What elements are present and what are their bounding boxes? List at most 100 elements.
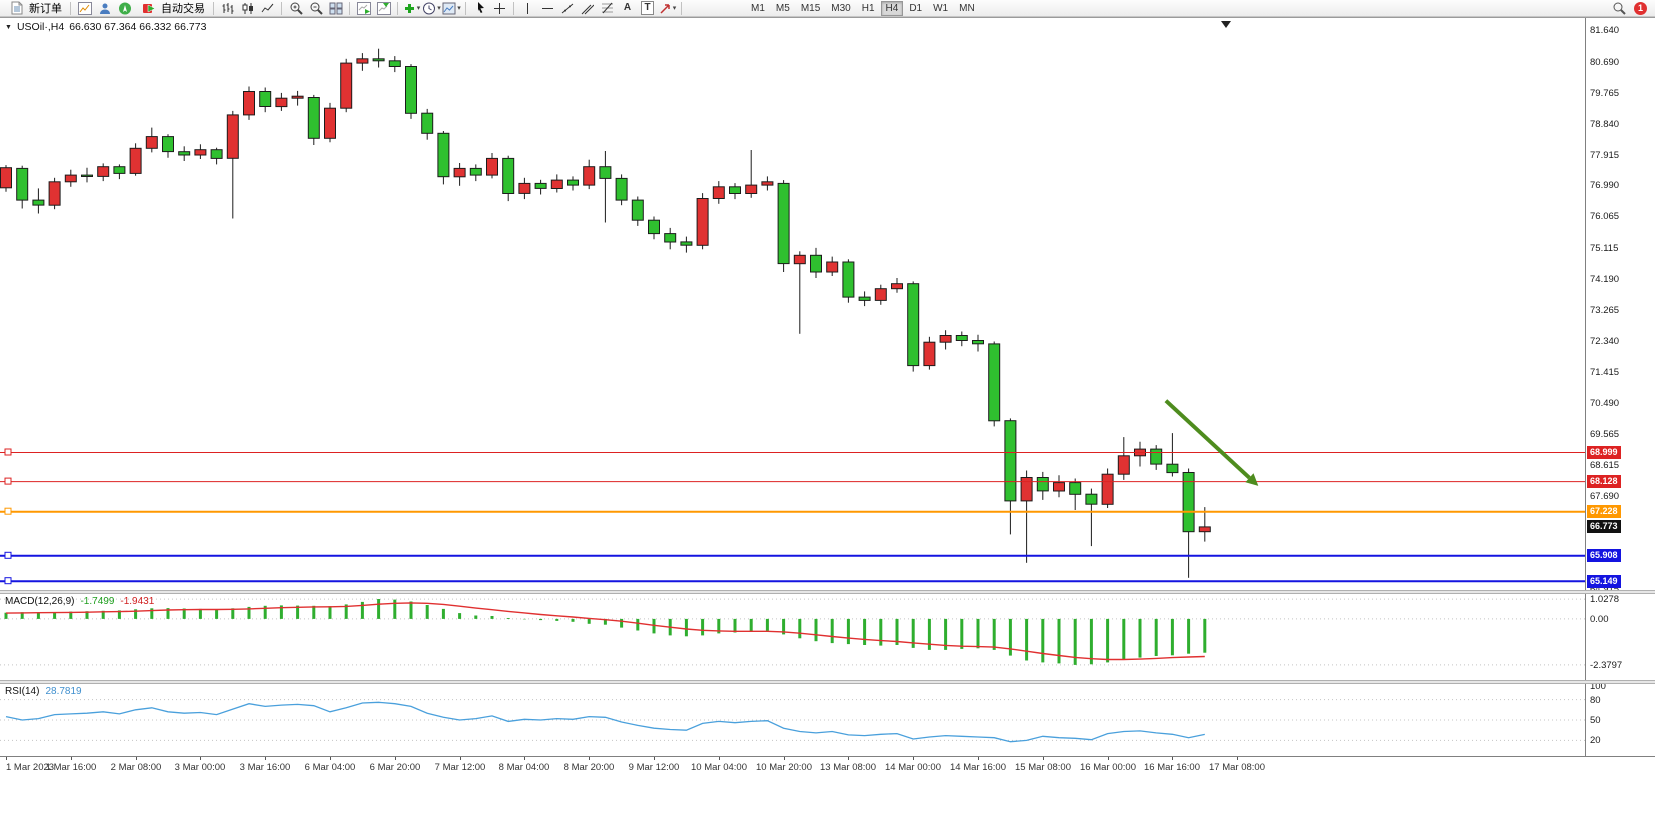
rsi-label-row: RSI(14) 28.7819 [5,686,82,697]
candle [16,167,29,201]
timeframe-m30-button[interactable]: M30 [826,1,855,16]
candle [988,343,1001,422]
timeframe-mn-button[interactable]: MN [954,1,980,16]
price-chart-canvas[interactable] [0,18,1585,590]
price-chart-pane[interactable]: ▼ USOil·,H4 66.630 67.364 66.332 66.773 [0,18,1585,590]
candle [162,136,174,153]
macd-pane[interactable]: MACD(12,26,9) -1.7499 -1.9431 [0,594,1585,680]
candle [858,296,871,301]
price-tick-label: 69.565 [1590,429,1620,440]
rsi-pane[interactable]: RSI(14) 28.7819 [0,684,1585,756]
rsi-svg [0,699,1585,743]
timeframe-m15-button[interactable]: M15 [796,1,825,16]
cursor-icon[interactable] [470,0,489,16]
auto-trading-button[interactable]: 自动交易 [135,0,209,16]
line-handle[interactable] [4,477,12,485]
macd-scale-label: 0.00 [1590,614,1609,625]
auto-scroll-icon[interactable] [354,0,373,16]
toolbar-right-group: 1 [1609,0,1652,16]
timeframe-d1-button[interactable]: D1 [904,1,927,16]
time-tick [136,757,137,760]
search-icon[interactable] [1609,0,1628,16]
price-tick-label: 72.340 [1590,336,1620,347]
timeframe-m1-button[interactable]: M1 [746,1,770,16]
macd-canvas[interactable] [0,594,1585,680]
new-order-icon [7,0,26,16]
candle [129,147,142,174]
tile-windows-icon[interactable] [326,0,345,16]
candle [1117,455,1130,475]
indicators-add-icon[interactable]: ▾ [402,0,421,16]
new-chart-icon[interactable] [75,0,94,16]
price-axis[interactable]: 81.640 80.690 79.765 78.840 77.915 76.990 76.0… [1585,18,1655,756]
time-tick [330,757,331,760]
candlesticks [0,48,1211,578]
line-handle[interactable] [4,551,12,559]
rsi-scale-label: 80 [1590,695,1601,706]
time-label: 6 Mar 20:00 [369,762,421,773]
text-icon[interactable]: A [623,2,632,13]
candle [405,66,417,114]
toolbar-separator [681,1,682,15]
trendline-icon[interactable] [558,0,577,16]
templates-icon[interactable]: ▾ [442,0,461,16]
toolbar: 新订单 自动交易 ▾ ▾ [0,0,1655,17]
horizontal-line-icon[interactable] [538,0,557,16]
candle [1166,463,1179,474]
chart-shift-icon[interactable] [374,0,393,16]
zoom-out-icon[interactable] [306,0,325,16]
new-order-button[interactable]: 新订单 [3,0,66,16]
time-tick [395,757,396,760]
trend-arrow-annotation[interactable] [1164,399,1259,486]
chevron-down-icon: ▾ [457,5,461,12]
pane-splitter[interactable] [0,590,1655,594]
line-handle[interactable] [4,448,12,456]
candle [97,166,110,177]
arrows-icon[interactable]: ▾ [658,0,677,16]
notification-badge[interactable]: 1 [1634,1,1647,15]
rsi-canvas[interactable] [0,684,1585,756]
timeframe-w1-button[interactable]: W1 [928,1,953,16]
vertical-line-icon[interactable] [518,0,537,16]
navigator-icon[interactable] [115,0,134,16]
candle [1053,482,1065,492]
candle [502,157,515,194]
timeframe-m5-button[interactable]: M5 [771,1,795,16]
candle [113,166,126,174]
toolbar-separator [281,1,282,15]
price-tick-label: 71.415 [1590,367,1620,378]
line-handle[interactable] [4,507,12,515]
rsi-scale-label: 50 [1590,715,1601,726]
candle [793,254,806,265]
price-tick-label: 80.690 [1590,57,1620,68]
chart-shift-marker[interactable] [1221,21,1231,28]
candlestick-chart-icon[interactable] [238,0,257,16]
time-label: 14 Mar 16:00 [950,762,1006,773]
bar-chart-icon[interactable] [218,0,237,16]
timeframe-h4-button[interactable]: H4 [880,0,904,16]
timeframe-toolbar: M1 M5 M15 M30 H1 H4 D1 W1 MN [746,0,980,16]
time-tick [719,757,720,760]
time-axis[interactable]: 1 Mar 2023 1 Mar 16:00 2 Mar 08:00 3 Mar 00… [0,756,1655,777]
line-chart-icon[interactable] [258,0,277,16]
channel-icon[interactable] [578,0,597,16]
zoom-in-icon[interactable] [286,0,305,16]
time-label: 3 Mar 00:00 [174,762,226,773]
market-watch-icon[interactable] [95,0,114,16]
timeframe-h1-button[interactable]: H1 [857,1,880,16]
text-label-icon[interactable]: T [638,0,657,16]
price-tag-65.149: 65.149 [1587,575,1621,588]
crosshair-icon[interactable] [490,0,509,16]
price-chart-svg [0,21,1585,585]
periods-icon[interactable]: ▾ [422,0,441,16]
pane-splitter[interactable] [0,680,1655,684]
candle [907,283,920,367]
fibonacci-icon[interactable] [598,0,617,16]
price-tick-label: 75.115 [1590,243,1619,254]
rsi-scale-label: 20 [1590,735,1601,746]
time-label: 16 Mar 00:00 [1080,762,1136,773]
time-label: 9 Mar 12:00 [628,762,680,773]
line-handle[interactable] [4,577,12,585]
symbol-dropdown-icon[interactable]: ▼ [5,23,12,31]
time-label: 16 Mar 16:00 [1144,762,1200,773]
